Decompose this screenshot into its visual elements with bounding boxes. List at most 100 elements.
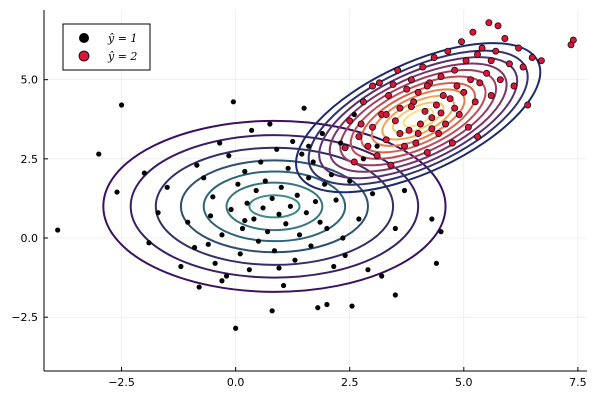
point-series-2-46 (469, 28, 477, 36)
point-series-1-31 (249, 127, 255, 133)
point-series-1-87 (269, 308, 275, 314)
point-series-1-6 (155, 210, 161, 216)
point-series-1-77 (369, 191, 376, 197)
x-tick-label-2: 2.5 (341, 376, 359, 389)
point-series-2-61 (519, 63, 527, 71)
contour-2-level-8 (328, 62, 508, 173)
point-series-2-67 (369, 82, 376, 90)
contour-2-level-4 (370, 88, 466, 147)
point-series-1-7 (164, 184, 170, 190)
point-series-1-9 (185, 219, 191, 225)
point-series-1-75 (360, 156, 367, 162)
point-series-1-39 (267, 121, 273, 127)
point-series-1-1 (96, 151, 102, 157)
point-series-2-63 (528, 54, 536, 61)
point-series-2-77 (428, 125, 436, 133)
point-series-1-88 (324, 301, 330, 308)
point-series-1-37 (262, 178, 268, 184)
point-series-1-36 (260, 205, 266, 211)
point-series-1-69 (340, 235, 346, 241)
point-series-2-75 (437, 109, 445, 117)
point-series-1-13 (201, 175, 207, 181)
point-series-1-17 (212, 260, 218, 266)
point-series-2-47 (471, 98, 479, 106)
point-series-1-46 (283, 221, 289, 227)
point-series-1-63 (322, 181, 328, 187)
point-series-2-45 (467, 76, 475, 84)
point-series-2-16 (401, 142, 408, 150)
point-series-2-37 (448, 139, 456, 147)
point-series-2-5 (364, 142, 372, 150)
point-series-1-61 (317, 219, 323, 225)
legend-label-series-2: ŷ = 2 (107, 50, 137, 63)
x-tick-label-4: 7.5 (569, 376, 587, 389)
point-series-2-35 (444, 47, 452, 55)
point-series-2-38 (451, 66, 459, 74)
contour-2-level-5 (360, 81, 477, 154)
point-series-2-19 (407, 76, 415, 84)
point-series-2-33 (439, 92, 447, 99)
y-tick-label-0: −2.5 (11, 311, 38, 324)
point-series-2-11 (385, 92, 392, 99)
point-series-2-26 (423, 149, 431, 156)
point-series-1-59 (312, 198, 319, 205)
point-series-1-68 (337, 140, 344, 146)
point-series-1-14 (205, 241, 211, 247)
point-series-2-74 (414, 130, 422, 137)
point-series-1-58 (310, 159, 316, 165)
point-series-2-43 (462, 57, 470, 65)
point-series-1-54 (301, 105, 307, 111)
point-series-1-5 (146, 240, 152, 246)
point-series-1-34 (255, 238, 262, 244)
y-tick-label-2: 2.5 (21, 153, 39, 166)
axis-ticks: −2.5 0.0 2.5 5.0 7.5 −2.5 0.0 2.5 5.0 (11, 74, 586, 389)
point-series-2-71 (451, 104, 459, 112)
y-tick-label-3: 5.0 (21, 74, 39, 87)
point-series-1-22 (228, 206, 234, 213)
point-series-1-78 (374, 143, 380, 149)
point-series-1-82 (401, 187, 408, 194)
point-series-2-55 (494, 22, 502, 30)
point-series-2-44 (464, 123, 472, 131)
point-series-1-50 (292, 257, 298, 263)
point-series-1-45 (280, 282, 287, 289)
x-tick-label-3: 5.0 (455, 376, 473, 389)
point-series-1-35 (258, 159, 264, 165)
legend-box (62, 23, 151, 71)
point-series-2-64 (537, 57, 545, 65)
point-series-1-28 (242, 168, 248, 175)
point-series-2-59 (510, 82, 518, 90)
axes (43, 10, 587, 372)
point-series-2-30 (432, 101, 440, 109)
point-series-1-42 (274, 146, 280, 152)
legend: ŷ = 1 ŷ = 2 (62, 23, 151, 71)
point-series-1-38 (264, 229, 271, 235)
point-series-1-15 (207, 213, 214, 219)
point-series-1-55 (303, 210, 309, 216)
legend-marker-series-2 (78, 50, 90, 62)
point-series-2-52 (485, 19, 493, 27)
point-series-1-3 (118, 102, 125, 108)
point-series-2-70 (382, 111, 390, 118)
point-series-2-60 (515, 44, 523, 52)
point-series-1-73 (351, 111, 357, 118)
point-series-2-57 (501, 35, 509, 42)
scatter-points (55, 19, 577, 331)
point-series-2-31 (435, 130, 443, 137)
point-series-1-74 (356, 216, 362, 222)
point-series-1-24 (233, 325, 239, 331)
point-series-2-22 (414, 88, 422, 96)
point-series-2-23 (416, 120, 424, 128)
point-series-2-51 (483, 69, 491, 77)
point-series-1-27 (239, 225, 246, 232)
point-series-2-7 (373, 152, 381, 160)
point-series-2-34 (442, 120, 449, 128)
contour-2-level-9 (318, 56, 519, 180)
point-series-1-11 (194, 162, 200, 168)
point-series-1-85 (438, 229, 444, 235)
point-series-1-23 (230, 99, 236, 105)
point-series-2-3 (355, 133, 363, 141)
contour-2-level-7 (339, 69, 498, 167)
legend-marker-series-1 (79, 33, 89, 43)
